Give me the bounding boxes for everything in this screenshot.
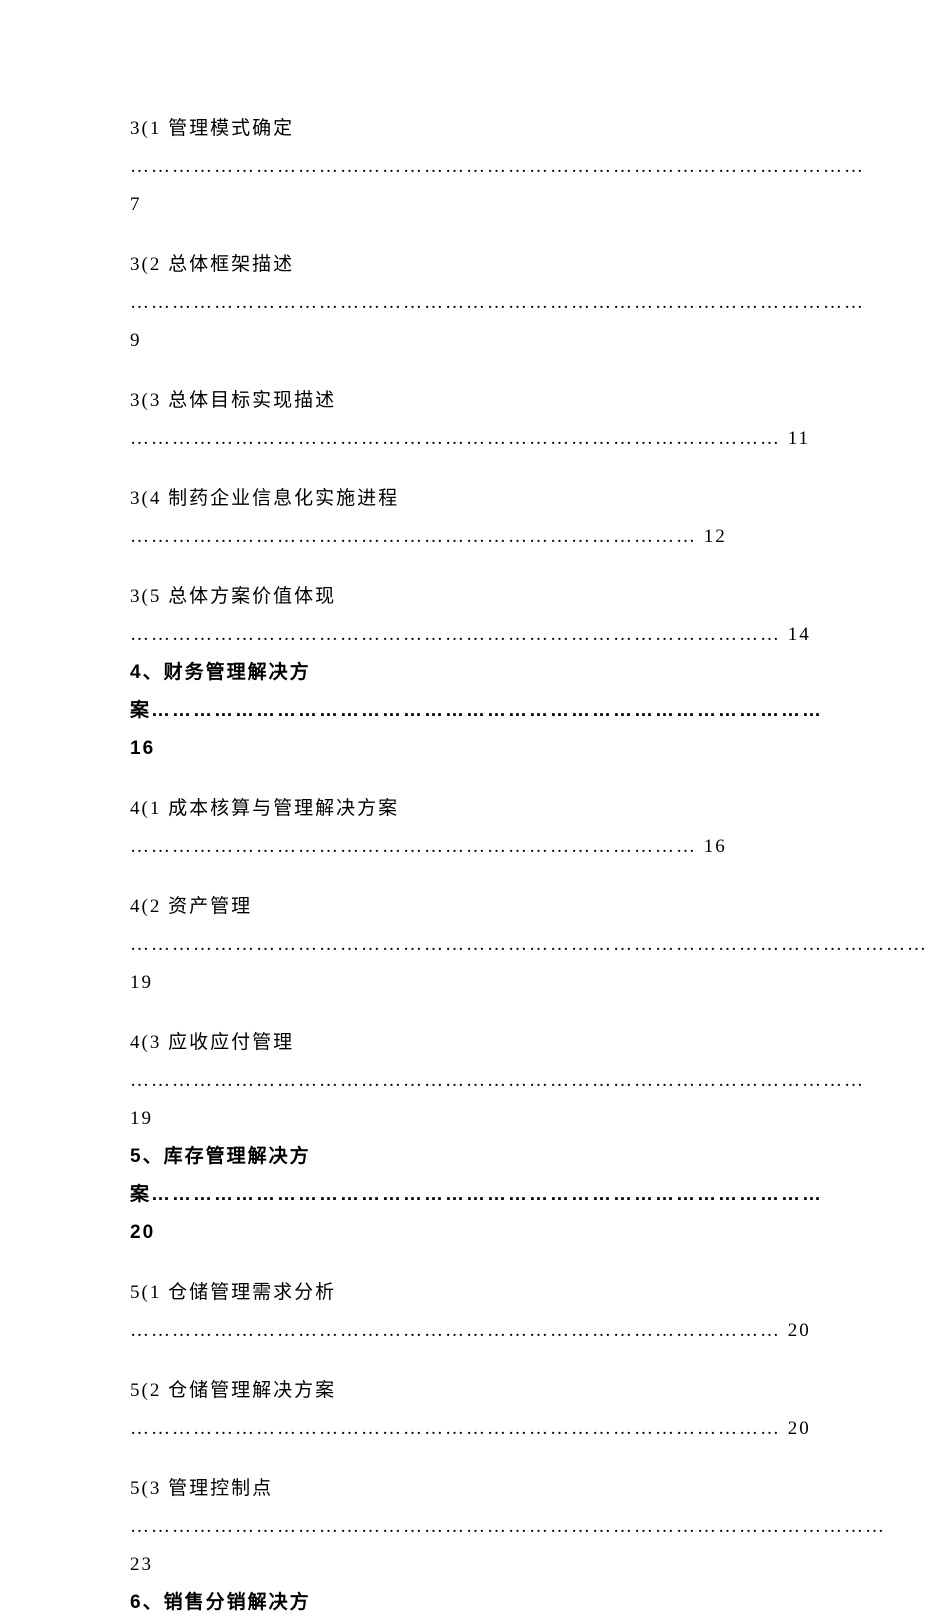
- toc-entry: 3(2 总体框架描述…………………………………………………………………………………: [130, 246, 830, 360]
- toc-leader-dots: …………………………………………………………………………………: [130, 624, 788, 645]
- toc-entry-label: 3(1 管理模式确定: [130, 118, 294, 139]
- toc-entry: 5(3 管理控制点……………………………………………………………………………………: [130, 1470, 830, 1584]
- toc-entry: 3(3 总体目标实现描述 ……………………………………………………………………………: [130, 382, 830, 458]
- toc-section-heading: 5、库存管理解决方案…………………………………………………………………………………: [130, 1146, 823, 1243]
- toc-entry: 4(3 应收应付管理…………………………………………………………………………………: [130, 1024, 830, 1138]
- toc-section-heading: 4、财务管理解决方案…………………………………………………………………………………: [130, 662, 823, 759]
- toc-page-number: 14: [788, 624, 811, 645]
- toc-page-number: 20: [788, 1418, 811, 1439]
- toc-entry-label: 4(1 成本核算与管理解决方案: [130, 798, 399, 819]
- toc-leader-dots: ………………………………………………………………………: [130, 836, 704, 857]
- toc-entry-label: 3(2 总体框架描述: [130, 254, 294, 275]
- toc-entry: 6、销售分销解决方: [130, 1584, 830, 1622]
- toc-section-heading: 6、销售分销解决方: [130, 1592, 311, 1613]
- toc-entry-label: 3(3 总体目标实现描述: [130, 390, 336, 411]
- table-of-contents: 3(1 管理模式确定…………………………………………………………………………………: [130, 110, 830, 1622]
- toc-leader-dots: …………………………………………………………………………………: [130, 1418, 788, 1439]
- toc-leader-dots: …………………………………………………………………………………: [130, 1320, 788, 1341]
- toc-entry-label: 5(3 管理控制点: [130, 1478, 273, 1499]
- toc-page-number: 19: [130, 1108, 153, 1129]
- toc-page-number: 11: [788, 428, 810, 449]
- toc-entry-label: 4(3 应收应付管理: [130, 1032, 294, 1053]
- toc-entry-label: 4(2 资产管理: [130, 896, 252, 917]
- toc-entry: 4(1 成本核算与管理解决方案 ……………………………………………………………………: [130, 790, 830, 866]
- toc-entry: 3(4 制药企业信息化实施进程 ……………………………………………………………………: [130, 480, 830, 556]
- toc-entry: 5(1 仓储管理需求分析 ……………………………………………………………………………: [130, 1274, 830, 1350]
- toc-entry: 3(1 管理模式确定…………………………………………………………………………………: [130, 110, 830, 224]
- toc-leader-dots: ……………………………………………………………………………………………………: [130, 934, 928, 955]
- toc-entry-label: 3(4 制药企业信息化实施进程: [130, 488, 399, 509]
- toc-page-number: 19: [130, 972, 153, 993]
- toc-leader-dots: …………………………………………………………………………………: [130, 428, 788, 449]
- toc-leader-dots: ……………………………………………………………………………………………: [130, 156, 865, 177]
- toc-entry-label: 5(2 仓储管理解决方案: [130, 1380, 336, 1401]
- toc-entry-label: 3(5 总体方案价值体现: [130, 586, 336, 607]
- toc-leader-dots: ………………………………………………………………………………………………: [130, 1516, 886, 1537]
- toc-page-number: 7: [130, 194, 142, 215]
- toc-entry: 3(5 总体方案价值体现 ……………………………………………………………………………: [130, 578, 830, 768]
- toc-entry: 5、库存管理解决方案…………………………………………………………………………………: [130, 1138, 830, 1252]
- toc-entry: 4(2 资产管理………………………………………………………………………………………: [130, 888, 830, 1002]
- toc-page-number: 9: [130, 330, 142, 351]
- toc-page-number: 16: [704, 836, 727, 857]
- toc-page-number: 23: [130, 1554, 153, 1575]
- toc-page-number: 20: [788, 1320, 811, 1341]
- toc-leader-dots: ……………………………………………………………………………………………: [130, 292, 865, 313]
- toc-entry: 5(2 仓储管理解决方案 ……………………………………………………………………………: [130, 1372, 830, 1448]
- toc-leader-dots: ……………………………………………………………………………………………: [130, 1070, 865, 1091]
- toc-leader-dots: ………………………………………………………………………: [130, 526, 704, 547]
- toc-entry-label: 5(1 仓储管理需求分析: [130, 1282, 336, 1303]
- toc-page-number: 12: [704, 526, 727, 547]
